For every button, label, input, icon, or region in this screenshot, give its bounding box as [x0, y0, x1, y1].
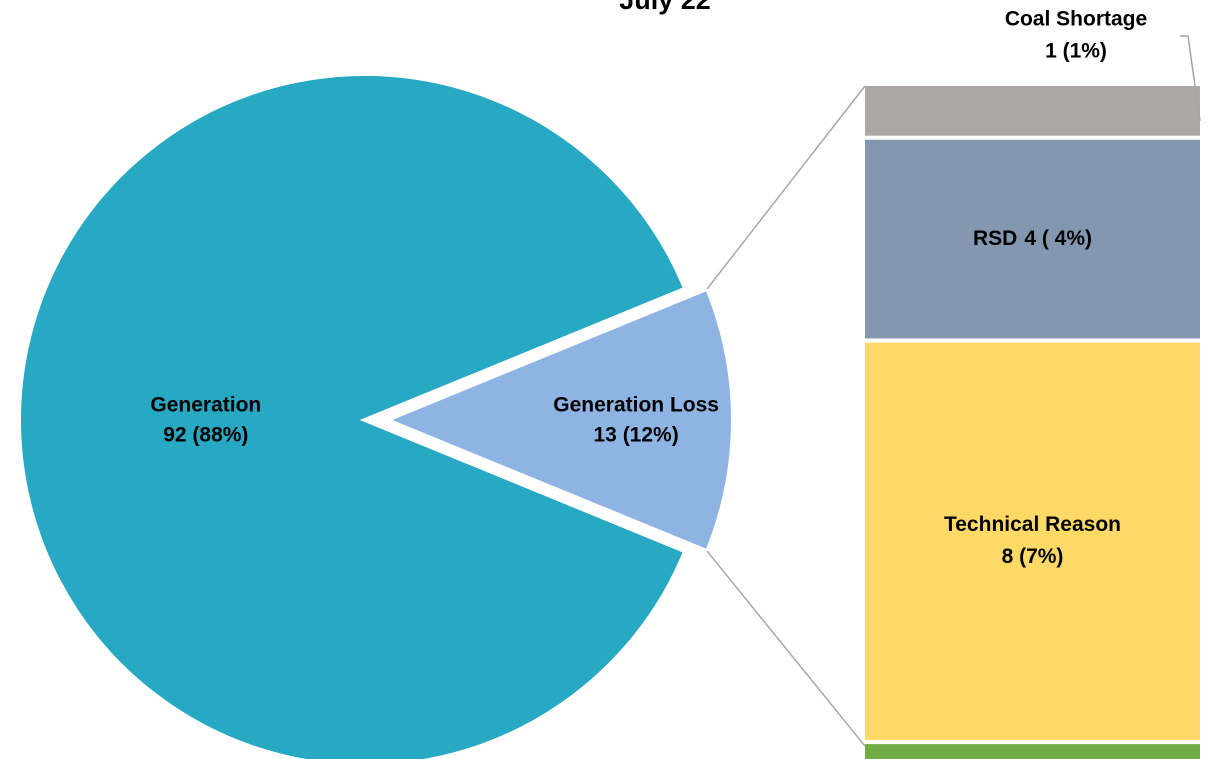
connector-line: [706, 550, 866, 747]
segment-value-label: 8 (7%): [1002, 545, 1064, 568]
pie-slice: [381, 286, 735, 554]
slice-value-label: 13 (12%): [594, 424, 679, 447]
segment-label: Coal Shortage: [1005, 8, 1147, 31]
slice-value-label: 92 (88%): [163, 424, 248, 447]
bar-segment: [865, 744, 1200, 759]
slice-label: Generation Loss: [553, 394, 719, 417]
segment-value-label: 1 (1%): [1045, 40, 1107, 63]
pie-slice: [17, 72, 688, 759]
segment-label: RSD 4 ( 4%): [973, 227, 1092, 250]
segment-value-label: 4 ( 4%): [1024, 227, 1092, 250]
chart-title: July 22: [619, 0, 711, 15]
bar-segment: [865, 342, 1200, 741]
bar-segment: [865, 86, 1200, 136]
connector-line: [706, 85, 866, 290]
slice-label: Generation: [150, 394, 261, 417]
callout-line: [1180, 35, 1201, 121]
segment-name: RSD: [973, 227, 1017, 250]
segment-label: Technical Reason: [944, 513, 1121, 536]
bar-segment: [865, 139, 1200, 339]
